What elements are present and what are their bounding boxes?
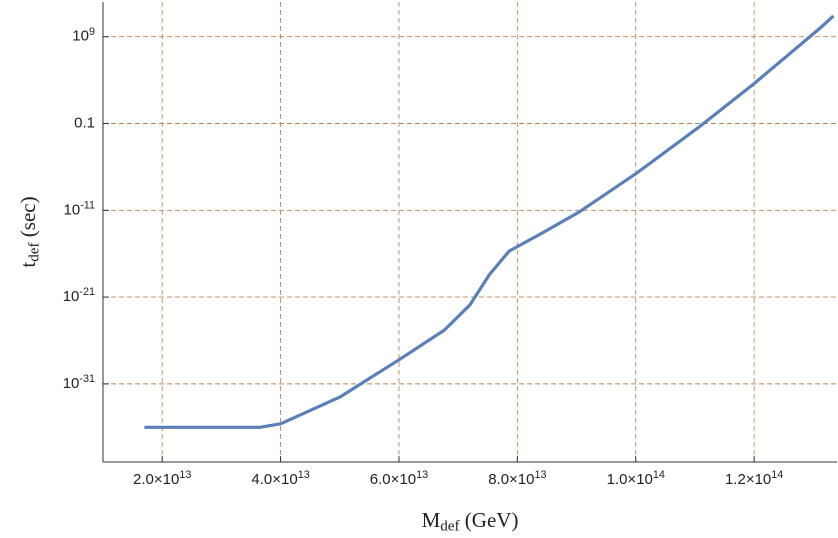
y-axis-title: tdef​ (sec) <box>16 196 43 267</box>
x-tick-label: 6.0×1013​ <box>370 469 428 488</box>
y-tick-label: 10-11​ <box>64 199 96 218</box>
x-tick-label: 1.0×1014​ <box>607 469 665 488</box>
y-tick-label: 0.1 <box>74 114 95 131</box>
axis-frame <box>102 2 837 463</box>
x-tick-label: 8.0×1013​ <box>488 469 546 488</box>
x-tick-label: 2.0×1013​ <box>133 469 191 488</box>
y-tick-label: 10-31​ <box>63 373 95 392</box>
y-tick-label: 10-21​ <box>63 286 95 305</box>
x-tick-label: 4.0×1013​ <box>251 469 309 488</box>
data-line <box>144 14 835 429</box>
y-tick-label: 109​ <box>72 26 95 45</box>
x-axis-title: Mdef​ (GeV) <box>422 508 519 535</box>
x-tick-label: 1.2×1014​ <box>725 469 783 488</box>
